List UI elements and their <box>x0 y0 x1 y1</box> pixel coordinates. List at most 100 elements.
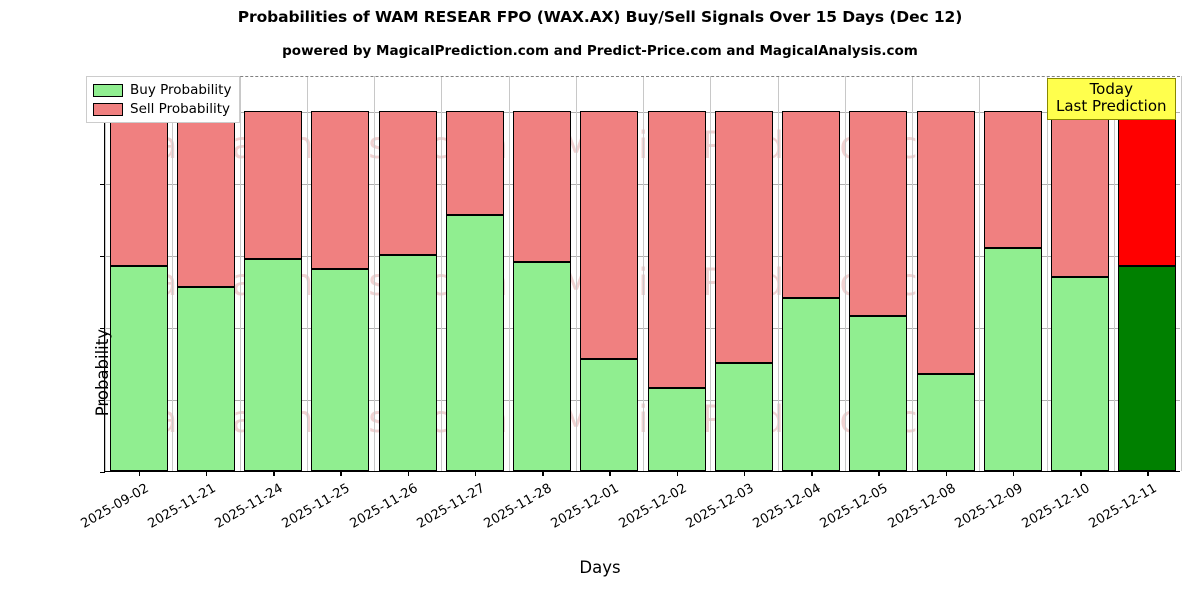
gridline-x-2 <box>239 76 241 471</box>
gridline-x-5 <box>441 76 443 471</box>
bar-segment-sell[interactable] <box>1118 111 1177 266</box>
bar-segment-sell[interactable] <box>445 111 504 216</box>
gridline-y-40 <box>105 328 1180 329</box>
bar-segment-sell[interactable] <box>311 111 370 270</box>
bar-group[interactable] <box>916 75 975 471</box>
bar-group[interactable] <box>580 75 639 471</box>
bar-segment-buy[interactable] <box>445 215 504 471</box>
x-tick-mark <box>1012 471 1015 476</box>
gridline-x-1 <box>172 76 174 471</box>
bar-segment-sell[interactable] <box>244 111 303 259</box>
x-tick-mark <box>676 471 679 476</box>
gridline-x-9 <box>710 76 712 471</box>
x-tick-mark <box>1080 471 1082 476</box>
bar-segment-sell[interactable] <box>849 111 908 317</box>
bar-group[interactable] <box>513 75 572 471</box>
gridline-x-0 <box>105 76 106 471</box>
bar-segment-buy[interactable] <box>311 269 370 471</box>
bar-segment-buy[interactable] <box>109 265 168 471</box>
x-tick-mark <box>945 471 948 476</box>
legend-label: Buy Probability <box>130 82 232 98</box>
bar-group[interactable] <box>244 75 303 471</box>
y-axis-label: Probability <box>93 329 112 417</box>
bar-segment-sell[interactable] <box>513 111 572 263</box>
bar-group[interactable] <box>311 75 370 471</box>
gridline-x-15 <box>1113 76 1115 471</box>
bar-segment-buy[interactable] <box>849 316 908 471</box>
bar-segment-sell[interactable] <box>109 111 168 266</box>
x-tick-mark <box>1147 471 1149 476</box>
bar-segment-sell[interactable] <box>1051 111 1110 277</box>
gridline-x-3 <box>306 76 308 471</box>
bar-group[interactable] <box>849 75 908 471</box>
x-tick-mark <box>542 471 544 476</box>
legend-item[interactable]: Buy Probability <box>93 82 231 98</box>
x-tick-mark <box>138 471 141 476</box>
bar-segment-buy[interactable] <box>782 298 841 471</box>
x-axis-label: Days <box>579 558 621 577</box>
chart-title: Probabilities of WAM RESEAR FPO (WAX.AX)… <box>237 8 963 26</box>
gridline-y-60 <box>105 256 1180 257</box>
legend-label: Sell Probability <box>130 101 231 117</box>
today-label-line1: Today <box>1089 80 1133 98</box>
bar-segment-sell[interactable] <box>580 111 639 360</box>
x-tick-mark <box>407 471 410 476</box>
gridline-x-14 <box>1046 76 1048 471</box>
legend-item[interactable]: Sell Probability <box>93 101 231 117</box>
bar-group[interactable] <box>1118 75 1177 471</box>
bar-segment-buy[interactable] <box>513 262 572 471</box>
bar-segment-buy[interactable] <box>1051 276 1110 471</box>
x-tick-mark <box>273 471 275 476</box>
bar-segment-buy[interactable] <box>580 359 639 471</box>
bar-group[interactable] <box>109 75 168 471</box>
today-annotation: Today Last Prediction <box>1047 78 1176 120</box>
gridline-x-6 <box>508 76 510 471</box>
today-label-line2: Last Prediction <box>1056 96 1167 115</box>
bar-segment-sell[interactable] <box>983 111 1042 248</box>
x-tick-mark <box>205 471 208 476</box>
reference-dashed-line <box>105 76 1180 77</box>
y-tick-mark-80 <box>100 184 105 186</box>
x-tick-mark <box>609 471 611 476</box>
gridline-y-100 <box>105 112 1180 113</box>
y-tick-mark-60 <box>100 256 105 258</box>
bar-group[interactable] <box>176 75 235 471</box>
bar-segment-sell[interactable] <box>714 111 773 363</box>
gridline-x-11 <box>844 76 846 471</box>
gridline-x-4 <box>374 76 375 471</box>
x-tick-mark <box>743 471 746 476</box>
x-tick-mark <box>474 471 477 476</box>
chart-legend: Buy Probability Sell Probability <box>86 76 241 123</box>
bar-segment-buy[interactable] <box>1118 265 1177 471</box>
bar-segment-sell[interactable] <box>782 111 841 299</box>
bar-group[interactable] <box>782 75 841 471</box>
bar-segment-buy[interactable] <box>176 287 235 471</box>
plot-area: MagicalAnalysis.comMagicalPrediction.com… <box>78 75 1182 532</box>
bar-segment-buy[interactable] <box>647 388 706 471</box>
bar-segment-sell[interactable] <box>647 111 706 389</box>
bar-segment-sell[interactable] <box>378 111 437 255</box>
y-tick-mark-20 <box>100 400 105 402</box>
gridline-x-13 <box>979 76 981 471</box>
chart-subtitle: powered by MagicalPrediction.com and Pre… <box>282 43 918 59</box>
y-tick-mark-0 <box>100 472 105 474</box>
gridline-x-7 <box>575 76 577 471</box>
bar-group[interactable] <box>1051 75 1110 471</box>
bar-group[interactable] <box>445 75 504 471</box>
bar-segment-buy[interactable] <box>244 258 303 471</box>
bar-segment-sell[interactable] <box>176 111 235 288</box>
bar-segment-buy[interactable] <box>983 247 1042 471</box>
bar-segment-buy[interactable] <box>714 363 773 471</box>
gridline-x-8 <box>643 76 644 471</box>
gridline-x-10 <box>777 76 779 471</box>
bar-group[interactable] <box>378 75 437 471</box>
y-tick-mark-40 <box>100 328 105 330</box>
bar-group[interactable] <box>983 75 1042 471</box>
bar-segment-buy[interactable] <box>378 255 437 471</box>
legend-swatch-icon <box>93 102 123 116</box>
bar-segment-buy[interactable] <box>916 373 975 471</box>
bar-group[interactable] <box>714 75 773 471</box>
bar-segment-sell[interactable] <box>916 111 975 374</box>
legend-swatch-icon <box>93 83 123 97</box>
bar-group[interactable] <box>647 75 706 471</box>
